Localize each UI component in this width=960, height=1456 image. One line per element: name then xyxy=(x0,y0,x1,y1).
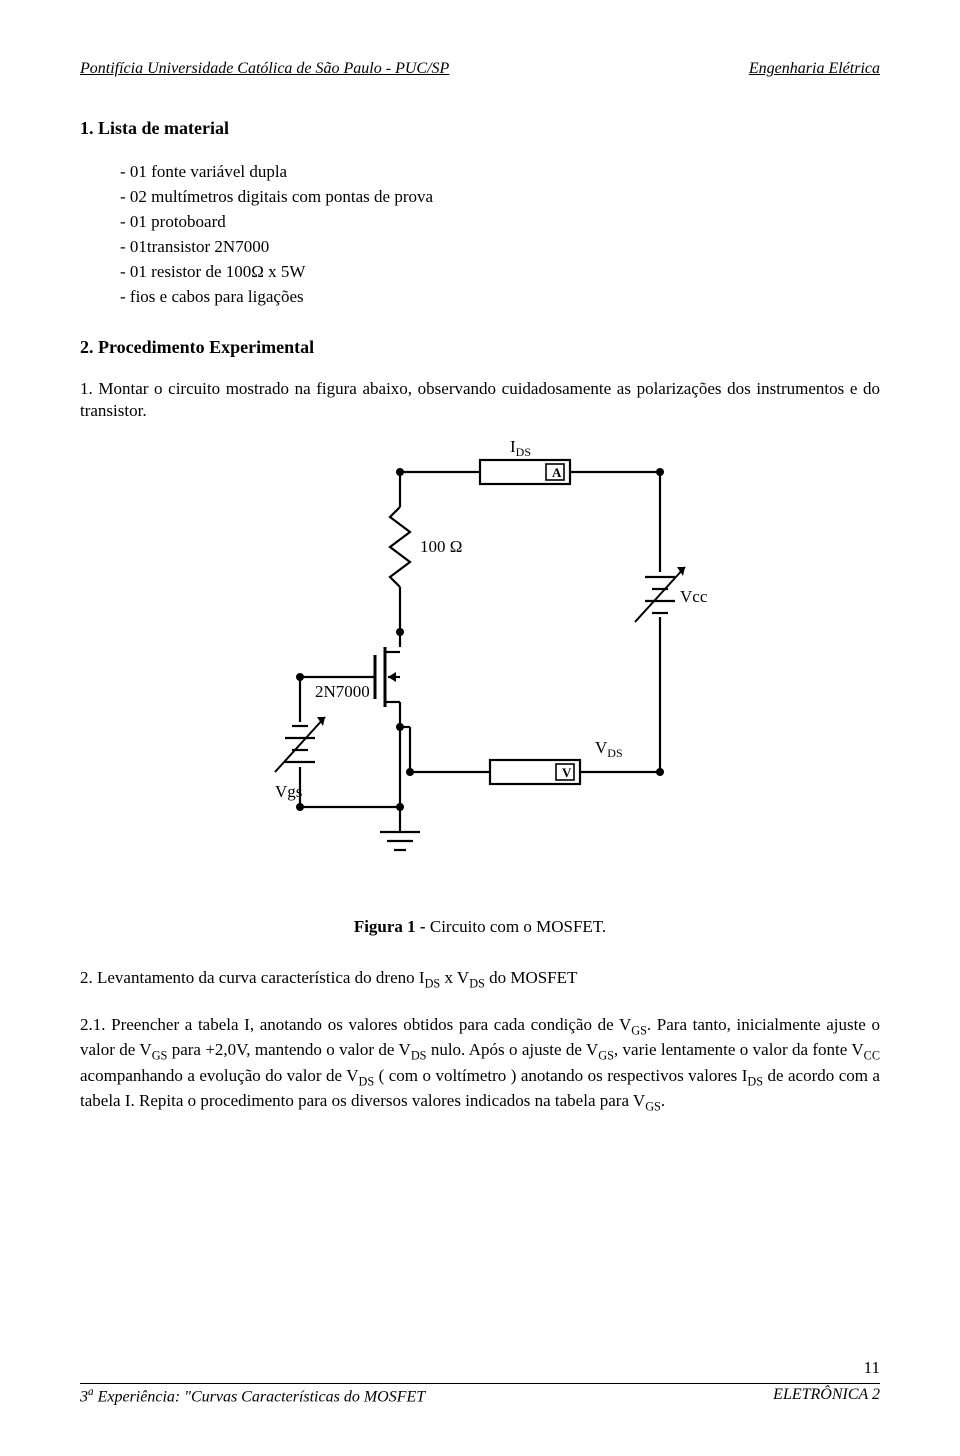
list-item: - 01transistor 2N7000 xyxy=(120,236,880,259)
list-item: - fios e cabos para ligações xyxy=(120,286,880,309)
footer-left: 3a Experiência: "Curvas Características … xyxy=(80,1386,425,1406)
page-header: Pontifícia Universidade Católica de São … xyxy=(80,60,880,78)
label-ids: IDS xyxy=(510,437,531,459)
label-transistor: 2N7000 xyxy=(315,682,370,701)
step-2-1-text: 2.1. Preencher a tabela I, anotando os v… xyxy=(80,1014,880,1115)
label-vds: VDS xyxy=(595,738,623,760)
step-2-text: 2. Levantamento da curva característica … xyxy=(80,967,880,992)
header-right: Engenharia Elétrica xyxy=(749,60,880,78)
figure-caption: Figura 1 - Circuito com o MOSFET. xyxy=(80,917,880,937)
list-item: - 01 resistor de 100Ω x 5W xyxy=(120,261,880,284)
ammeter-glyph: A xyxy=(552,465,562,480)
circuit-svg: IDS A 100 Ω 2N7000 VDS V Vcc Vgs xyxy=(240,437,720,877)
figure-caption-bold: Figura 1 - xyxy=(354,917,430,936)
page-footer: 3a Experiência: "Curvas Características … xyxy=(80,1383,880,1406)
voltmeter-glyph: V xyxy=(562,765,572,780)
material-list: - 01 fonte variável dupla - 02 multímetr… xyxy=(120,161,880,309)
circuit-figure: IDS A 100 Ω 2N7000 VDS V Vcc Vgs xyxy=(80,437,880,882)
step-1-text: 1. Montar o circuito mostrado na figura … xyxy=(80,378,880,422)
header-left: Pontifícia Universidade Católica de São … xyxy=(80,60,449,78)
section-1-title: 1. Lista de material xyxy=(80,118,880,139)
label-vcc: Vcc xyxy=(680,587,708,606)
footer-right: ELETRÔNICA 2 xyxy=(773,1386,880,1406)
section-2-title: 2. Procedimento Experimental xyxy=(80,337,880,358)
list-item: - 01 protoboard xyxy=(120,211,880,234)
figure-caption-text: Circuito com o MOSFET. xyxy=(430,917,606,936)
list-item: - 01 fonte variável dupla xyxy=(120,161,880,184)
list-item: - 02 multímetros digitais com pontas de … xyxy=(120,186,880,209)
page-number: 11 xyxy=(864,1358,880,1378)
label-vgs: Vgs xyxy=(275,782,302,801)
label-resistor: 100 Ω xyxy=(420,537,462,556)
